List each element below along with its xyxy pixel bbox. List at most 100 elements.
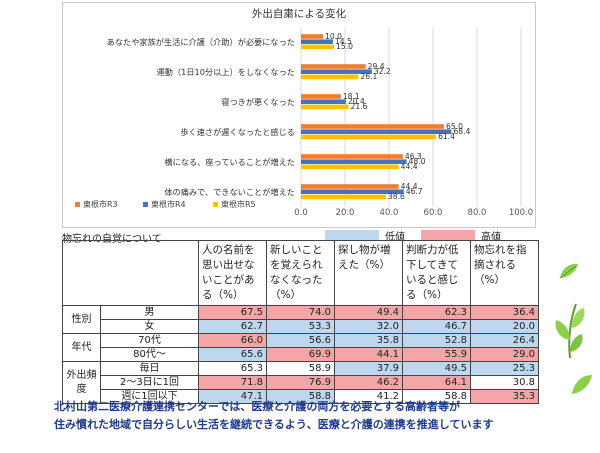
bar-value-label: 26.1 (360, 72, 377, 81)
table-row: 女 62.7 53.3 32.0 46.7 20.0 (63, 319, 539, 334)
memory-table: 人の名前を思い出せないことがある（%） 新しいことを覚えられなくなった（%） 探… (62, 240, 539, 404)
low-legend-label: 低値 (385, 232, 405, 243)
high-legend-label: 高値 (481, 232, 501, 243)
bar-value-label: 21.6 (351, 102, 368, 111)
bar-value-label: 38.6 (388, 192, 405, 201)
bar (301, 74, 359, 80)
table-body: 性別男 67.5 74.0 49.4 62.3 36.4 女 62.7 53.3 32.0 46.7… (62, 305, 539, 404)
table-row: 性別男 67.5 74.0 49.4 62.3 36.4 (62, 305, 539, 334)
table-cell: 46.7 (402, 319, 471, 334)
chart-title: 外出自粛による変化 (252, 7, 347, 20)
table-cell: 46.2 (334, 375, 403, 390)
table-cell: 35.3 (470, 389, 539, 404)
bar-value-label: 10.0 (325, 32, 342, 41)
table-cell: 25.3 (470, 361, 539, 376)
bar (301, 124, 444, 129)
row-label: 80代〜 (100, 347, 199, 362)
table-cell: 56.6 (266, 333, 335, 348)
leaf-icon (555, 303, 585, 359)
bar (301, 184, 399, 189)
legend-label: 東根市R5 (221, 199, 256, 209)
table-cell: 32.0 (334, 319, 403, 334)
table-cell: 36.4 (470, 305, 539, 320)
table-cell: 44.1 (334, 347, 403, 362)
footer-line-1: 北村山第二医療介護連携センターでは、医療と介護の両方を必要とする高齢者等が (54, 400, 461, 413)
high-swatch (421, 230, 475, 241)
bar (301, 44, 334, 50)
table-cell: 49.5 (402, 361, 471, 376)
row-label: 女 (100, 319, 199, 334)
bar (301, 94, 341, 99)
bar (301, 189, 404, 194)
table-cell: 55.9 (402, 347, 471, 362)
table-cell: 47.1 (198, 389, 267, 404)
table-cell: 62.3 (402, 305, 471, 320)
table-cell: 67.5 (198, 305, 267, 320)
row-label: 毎日 (100, 361, 199, 376)
table-cell: 65.6 (198, 347, 267, 362)
table-row: 80代〜 65.6 69.9 44.1 55.9 29.0 (63, 347, 539, 362)
category-label: 体の痛みで、できないことが増えた (164, 187, 295, 197)
table-cell: 37.9 (334, 361, 403, 376)
bar-value-label: 14.5 (335, 37, 352, 46)
x-tick-label: 80.0 (468, 208, 487, 218)
row-label: 2〜3日に1回 (100, 375, 199, 390)
col-header: 新しいことを覚えられなくなった（%） (266, 240, 335, 306)
table-cell: 69.9 (266, 347, 335, 362)
table-cell: 52.8 (402, 333, 471, 348)
leaf-icon (559, 263, 578, 279)
bar (301, 159, 407, 164)
category-label: 寝つきが悪くなった (221, 97, 295, 107)
row-group-label: 年代 (62, 333, 101, 362)
bar-value-label: 46.3 (405, 152, 422, 161)
bar-value-label: 18.1 (343, 92, 360, 101)
table-row: 週に1回以下 47.1 58.8 41.2 58.8 35.3 (63, 389, 539, 404)
category-label: あなたや家族が生活に介護（介助）が必要になった (107, 37, 295, 47)
row-label: 男 (100, 305, 199, 320)
legend-swatch (75, 202, 80, 207)
category-label: 横になる、座っていることが増えた (164, 157, 295, 167)
bar-chart-panel: 外出自粛による変化 0.0 20.0 40.0 60.0 80.0 100.0 あなたや家族が… (62, 2, 536, 228)
bar (301, 104, 349, 110)
table-cell: 53.3 (266, 319, 335, 334)
bar (301, 194, 386, 200)
table-cell: 66.0 (198, 333, 267, 348)
x-tick-label: 60.0 (424, 208, 443, 218)
col-header: 人の名前を思い出せないことがある（%） (198, 240, 267, 306)
col-header: 判断力が低下してきていると感じる（%） (402, 240, 471, 306)
bar (301, 154, 403, 159)
footer-message: 北村山第二医療介護連携センターでは、医療と介護の両方を必要とする高齢者等が 住み… (54, 398, 554, 434)
bar-value-label: 29.4 (368, 62, 385, 71)
bar (301, 39, 333, 44)
bar (301, 99, 346, 104)
table-cell: 65.3 (198, 361, 267, 376)
bar-value-label: 15.0 (336, 42, 353, 51)
bar (301, 69, 372, 74)
bar-value-label: 44.4 (401, 182, 418, 191)
table-cell: 71.8 (198, 375, 267, 390)
low-swatch (325, 230, 379, 241)
bar-value-label: 48.0 (409, 157, 426, 166)
bar-value-label: 65.0 (446, 122, 463, 131)
bar (301, 164, 399, 170)
col-header: 物忘れを指摘される（%） (470, 240, 539, 306)
table-cell: 49.4 (334, 305, 403, 320)
table-header-row: 人の名前を思い出せないことがある（%） 新しいことを覚えられなくなった（%） 探… (62, 240, 539, 306)
col-header: 探し物が増えた（%） (334, 240, 403, 306)
table-cell: 58.8 (266, 389, 335, 404)
table-row: 年代 70代 66.0 56.6 35.8 52.8 26.4 (62, 333, 539, 362)
bar (301, 64, 366, 69)
legend-swatch (143, 202, 148, 207)
footer-line-2: 住み慣れた地域で自分らしい生活を継続できるよう、医療と介護の連携を推進しています (54, 418, 494, 431)
table-cell: 26.4 (470, 333, 539, 348)
row-group-label: 性別 (62, 305, 101, 334)
category-label: 歩く速さが遅くなったと感じる (180, 127, 295, 137)
legend-label: 東根市R4 (151, 199, 186, 209)
x-tick-label: 20.0 (336, 208, 355, 218)
row-group-label: 外出頻度 (62, 361, 101, 404)
table-cell: 35.8 (334, 333, 403, 348)
table-cell: 64.1 (402, 375, 471, 390)
table-cell: 74.0 (266, 305, 335, 320)
table-corner (62, 240, 199, 306)
table-cell: 30.8 (470, 375, 539, 390)
